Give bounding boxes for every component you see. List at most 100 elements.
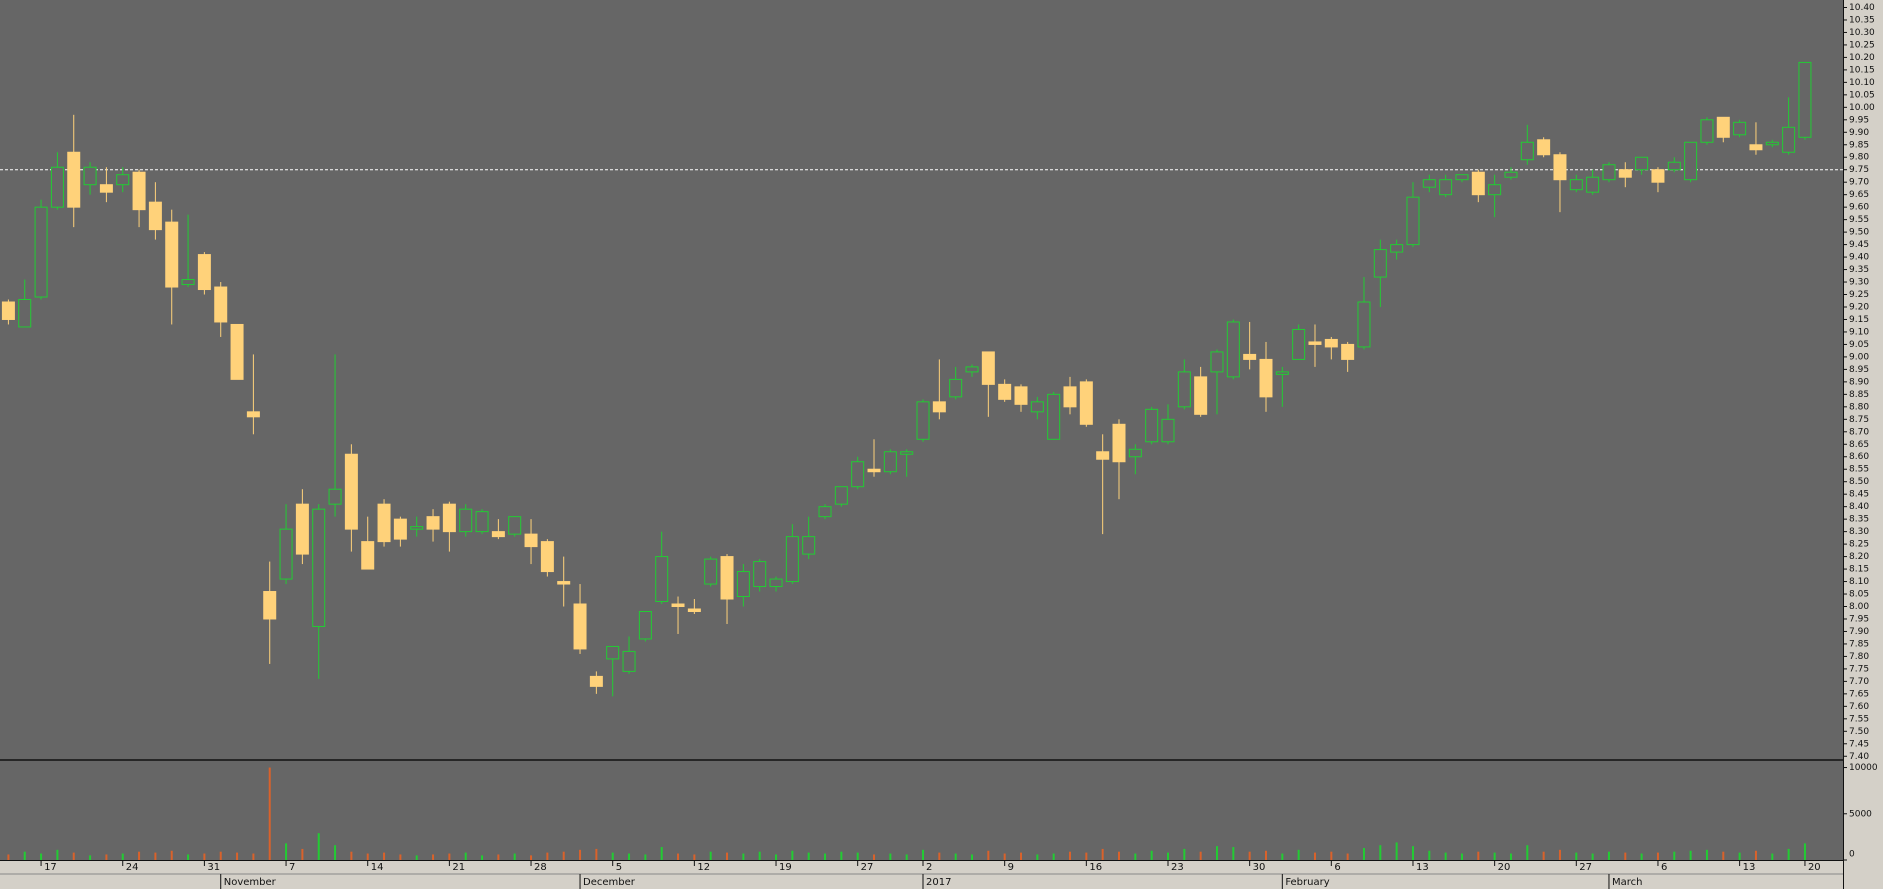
volume-tick-label: 10000 [1849, 763, 1878, 773]
x-tick-label: 31 [207, 862, 220, 873]
volume-bar [1803, 843, 1806, 860]
x-tick-label: 19 [779, 862, 792, 873]
volume-bar [1460, 853, 1463, 860]
volume-bar [1771, 853, 1774, 860]
candle-body [1716, 116, 1730, 138]
volume-bar [530, 855, 533, 860]
candle-body [1373, 249, 1387, 278]
volume-bar [1591, 853, 1594, 860]
x-tick-label: 5 [616, 862, 622, 873]
y-tick-label: 10.40 [1849, 3, 1875, 13]
y-tick-label: 7.40 [1849, 752, 1869, 762]
volume-bar [1052, 853, 1055, 860]
y-tick-label: 7.75 [1849, 664, 1869, 674]
y-tick-label: 10.00 [1849, 103, 1875, 113]
volume-bar [121, 853, 124, 860]
candle-body [312, 508, 326, 627]
candle-body [410, 526, 424, 530]
y-tick-label: 9.10 [1849, 327, 1869, 337]
volume-bar [448, 853, 451, 860]
volume-bar [971, 854, 974, 860]
candle-body [1602, 164, 1616, 181]
volume-bar [1134, 853, 1137, 860]
volume-bar [1281, 853, 1284, 860]
candle-body [508, 516, 522, 535]
volume-bar [1656, 852, 1659, 860]
candle-body [949, 378, 963, 398]
volume-bar [1444, 852, 1447, 860]
x-tick-label: 6 [1661, 862, 1667, 873]
volume-bar [1297, 849, 1300, 860]
volume-bar [203, 853, 206, 860]
volume-bar [677, 853, 680, 860]
volume-bar [40, 853, 43, 860]
candle-body [1063, 386, 1077, 408]
volume-bar [464, 852, 467, 860]
candle-body [1292, 328, 1306, 360]
y-tick-label: 9.40 [1849, 253, 1869, 263]
y-tick-label: 7.85 [1849, 639, 1869, 649]
candle-body [1553, 154, 1567, 181]
candle-body [181, 279, 195, 286]
volume-bar [1395, 842, 1398, 860]
y-tick-label: 10.20 [1849, 53, 1875, 63]
month-label: 2017 [926, 877, 951, 888]
candle-body [671, 603, 685, 608]
volume-bar [709, 851, 712, 860]
volume-bar [987, 850, 990, 860]
y-tick-label: 9.45 [1849, 240, 1869, 250]
candle-body [1259, 358, 1273, 398]
candle-body [1341, 343, 1355, 360]
candle-body [99, 184, 113, 193]
volume-bar [366, 853, 369, 860]
x-tick-label: 13 [1743, 862, 1756, 873]
candle-body [1504, 171, 1518, 178]
candle-body [1667, 161, 1681, 171]
volume-bar [1705, 849, 1708, 860]
candle-body [475, 511, 489, 533]
volume-bar [1428, 850, 1431, 860]
x-tick-label: 2 [926, 862, 932, 873]
candle-body [34, 206, 48, 298]
y-tick-label: 8.70 [1849, 427, 1869, 437]
y-tick-label: 9.30 [1849, 278, 1869, 288]
candle-body [818, 506, 832, 518]
candle-body [573, 603, 587, 650]
volume-bar [1232, 847, 1235, 860]
x-tick-label: 30 [1253, 862, 1266, 873]
candle-body [1308, 341, 1322, 345]
candle-body [83, 166, 97, 186]
volume-bar [1330, 851, 1333, 860]
volume-bar [432, 854, 435, 860]
y-tick-label: 7.60 [1849, 702, 1869, 712]
y-tick-label: 10.30 [1849, 28, 1875, 38]
candle-body [197, 254, 211, 291]
volume-bar [1069, 851, 1072, 860]
volume-bar [644, 854, 647, 860]
volume-bar [1362, 847, 1365, 860]
y-tick-label: 8.65 [1849, 440, 1869, 450]
candle-body [1112, 423, 1126, 463]
candle-body [1226, 321, 1240, 378]
volume-bar [660, 847, 663, 860]
candle-body [1439, 179, 1453, 196]
volume-bar [7, 854, 10, 860]
volume-bar [824, 853, 827, 860]
candle-body [1243, 353, 1257, 360]
volume-bar [1248, 851, 1251, 860]
x-tick-label: 6 [1334, 862, 1340, 873]
x-tick-label: 28 [534, 862, 547, 873]
candle-body [1471, 171, 1485, 196]
candle-body [638, 610, 652, 640]
volume-bar [399, 854, 402, 860]
candle-body [67, 151, 81, 208]
volume-bar [72, 852, 75, 860]
y-tick-label: 8.20 [1849, 552, 1869, 562]
volume-bar [1575, 852, 1578, 860]
volume-bar [1477, 851, 1480, 860]
y-tick-label: 8.55 [1849, 465, 1869, 475]
price-axis-panel [1843, 0, 1883, 889]
volume-bar [628, 853, 631, 860]
y-tick-label: 9.95 [1849, 115, 1869, 125]
